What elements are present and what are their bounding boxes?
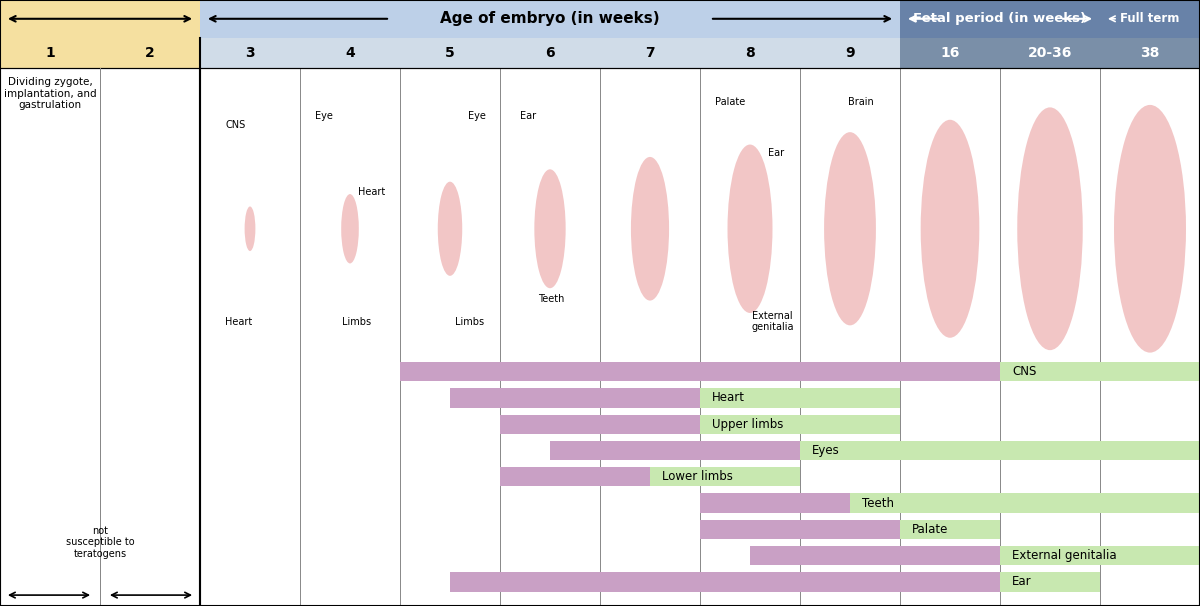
Ellipse shape xyxy=(341,194,359,264)
Text: Ear: Ear xyxy=(1012,576,1032,588)
Bar xyxy=(1000,546,1200,565)
Ellipse shape xyxy=(631,157,670,301)
Bar xyxy=(700,520,900,539)
Text: Lower limbs: Lower limbs xyxy=(662,470,733,484)
Text: 4: 4 xyxy=(346,45,355,60)
Bar xyxy=(500,467,650,487)
Ellipse shape xyxy=(438,182,462,276)
Bar xyxy=(500,415,700,434)
Ellipse shape xyxy=(245,207,256,251)
Ellipse shape xyxy=(1018,107,1082,350)
Text: Upper limbs: Upper limbs xyxy=(712,418,784,431)
Text: 2: 2 xyxy=(145,45,155,60)
Bar xyxy=(800,441,1200,460)
Bar xyxy=(750,546,1000,565)
Ellipse shape xyxy=(727,145,773,313)
Bar xyxy=(1100,38,1200,68)
Text: Eyes: Eyes xyxy=(812,444,840,457)
Text: Ear: Ear xyxy=(520,111,536,121)
Bar xyxy=(1000,573,1100,591)
Bar xyxy=(400,362,1000,381)
Text: Limbs: Limbs xyxy=(342,317,371,327)
Bar xyxy=(900,0,1100,38)
Text: Full term: Full term xyxy=(1121,12,1180,25)
Bar xyxy=(450,573,1000,591)
Bar xyxy=(900,38,1100,68)
Text: 7: 7 xyxy=(646,45,655,60)
Bar xyxy=(0,0,200,38)
Text: 1: 1 xyxy=(46,45,55,60)
Bar xyxy=(450,388,700,407)
Ellipse shape xyxy=(920,120,979,338)
Bar xyxy=(0,38,200,68)
Bar xyxy=(200,0,900,38)
Text: CNS: CNS xyxy=(226,119,245,130)
Bar xyxy=(700,388,900,407)
Bar xyxy=(650,467,800,487)
Text: Heart: Heart xyxy=(712,391,745,404)
Bar xyxy=(200,38,900,68)
Text: CNS: CNS xyxy=(1012,365,1037,378)
Bar xyxy=(1100,0,1200,38)
Bar xyxy=(1000,362,1200,381)
Text: 38: 38 xyxy=(1140,45,1159,60)
Text: Ear: Ear xyxy=(768,148,784,158)
Text: Eye: Eye xyxy=(314,111,332,121)
Ellipse shape xyxy=(824,132,876,325)
Text: External
genitalia: External genitalia xyxy=(752,311,794,333)
Text: Teeth: Teeth xyxy=(862,496,894,510)
Text: Brain: Brain xyxy=(848,97,874,107)
Text: 8: 8 xyxy=(745,45,755,60)
Bar xyxy=(900,520,1000,539)
Text: Heart: Heart xyxy=(358,187,385,197)
Text: Dividing zygote,
implantation, and
gastrulation: Dividing zygote, implantation, and gastr… xyxy=(4,77,96,110)
Text: Fetal period (in weeks): Fetal period (in weeks) xyxy=(913,12,1086,25)
Bar xyxy=(850,493,1200,513)
Text: Limbs: Limbs xyxy=(455,317,484,327)
Text: Eye: Eye xyxy=(468,111,486,121)
Ellipse shape xyxy=(1114,105,1186,353)
Text: not
susceptible to
teratogens: not susceptible to teratogens xyxy=(66,526,134,559)
Text: 5: 5 xyxy=(445,45,455,60)
Text: Palate: Palate xyxy=(715,97,745,107)
Text: 6: 6 xyxy=(545,45,554,60)
Text: 3: 3 xyxy=(245,45,254,60)
Bar xyxy=(700,493,850,513)
Text: Age of embryo (in weeks): Age of embryo (in weeks) xyxy=(440,12,660,26)
Text: Palate: Palate xyxy=(912,523,948,536)
Text: 20-36: 20-36 xyxy=(1028,45,1072,60)
Text: 9: 9 xyxy=(845,45,854,60)
Ellipse shape xyxy=(534,169,565,288)
Text: Teeth: Teeth xyxy=(538,294,564,304)
Text: Heart: Heart xyxy=(226,317,252,327)
Bar xyxy=(550,441,800,460)
Text: External genitalia: External genitalia xyxy=(1012,549,1117,562)
Text: 16: 16 xyxy=(941,45,960,60)
Bar xyxy=(700,415,900,434)
